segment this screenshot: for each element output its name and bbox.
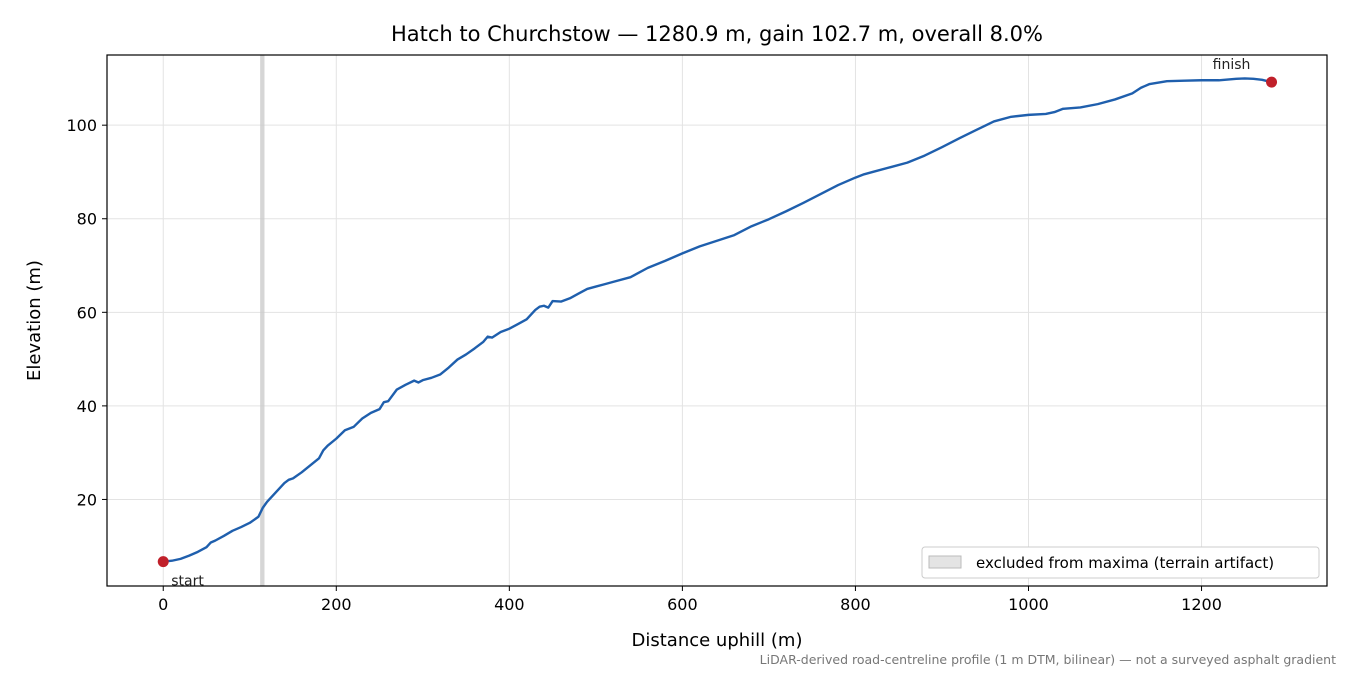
finish-annotation: finish xyxy=(1213,57,1251,73)
y-axis-label: Elevation (m) xyxy=(24,260,45,381)
excluded-band-layer xyxy=(260,55,265,586)
finish-point-marker xyxy=(1266,76,1278,88)
chart-title: Hatch to Churchstow — 1280.9 m, gain 102… xyxy=(391,22,1043,46)
legend-box xyxy=(921,546,1320,579)
grid-lines xyxy=(107,55,1327,586)
x-tick-label: 1200 xyxy=(1181,595,1222,614)
endpoint-layer xyxy=(157,76,1278,568)
series-layer xyxy=(162,77,1273,563)
y-tick-label: 60 xyxy=(77,303,97,322)
x-tick-label: 1000 xyxy=(1008,595,1049,614)
axis-ticks: 0 200 400 600 800 1000 1200 20 40 60 80 100 xyxy=(66,116,1221,614)
legend-label-excluded: excluded from maxima (terrain artifact) xyxy=(976,554,1274,572)
excluded-band xyxy=(260,55,265,586)
y-tick-label: 20 xyxy=(77,490,97,509)
legend-swatch-excluded xyxy=(928,555,962,569)
footnote: LiDAR-derived road-centreline profile (1… xyxy=(760,652,1336,667)
x-tick-label: 0 xyxy=(158,595,168,614)
start-point-marker xyxy=(157,556,169,568)
legend: excluded from maxima (terrain artifact) xyxy=(921,546,1320,579)
x-tick-label: 400 xyxy=(494,595,525,614)
plot-area-frame xyxy=(106,54,1328,587)
y-tick-label: 80 xyxy=(77,210,97,229)
x-axis-label: Distance uphill (m) xyxy=(632,630,803,651)
elevation-line xyxy=(162,77,1273,563)
start-annotation: start xyxy=(171,574,204,590)
x-tick-label: 200 xyxy=(321,595,352,614)
y-tick-label: 100 xyxy=(66,116,97,135)
x-tick-label: 800 xyxy=(840,595,871,614)
x-tick-label: 600 xyxy=(667,595,698,614)
y-tick-label: 40 xyxy=(77,397,97,416)
